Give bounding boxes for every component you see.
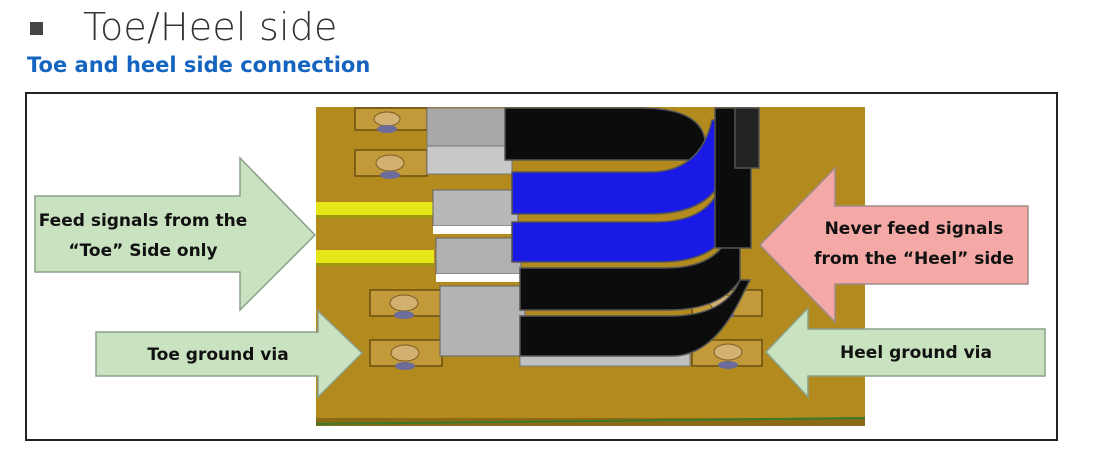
board-edge-line <box>315 417 866 425</box>
subtitle: Toe and heel side connection <box>27 53 371 77</box>
bullet-row: Toe/Heel side <box>30 2 338 52</box>
slide-heading: Toe/Heel side <box>83 5 338 49</box>
toe-ground-callout: Toe ground via <box>95 309 364 399</box>
feed-toe-callout: Feed signals from the “Toe” Side only <box>34 156 317 312</box>
heel-ground-callout: Heel ground via <box>764 306 1046 399</box>
heel-ground-label: Heel ground via <box>840 343 992 363</box>
feed-toe-label-line1: Feed signals from the <box>39 211 247 231</box>
never-heel-callout: Never feed signals from the “Heel” side <box>758 166 1029 324</box>
never-heel-label-line2: from the “Heel” side <box>814 249 1014 269</box>
toe-ground-via-pads <box>369 289 443 370</box>
bullet-square-icon <box>30 21 43 35</box>
yellow-signal-traces <box>316 202 434 266</box>
never-heel-label-line1: Never feed signals <box>825 219 1004 239</box>
toe-ground-label: Toe ground via <box>147 345 288 365</box>
feed-toe-label-line2: “Toe” Side only <box>68 241 217 261</box>
flex-cables <box>504 107 760 357</box>
